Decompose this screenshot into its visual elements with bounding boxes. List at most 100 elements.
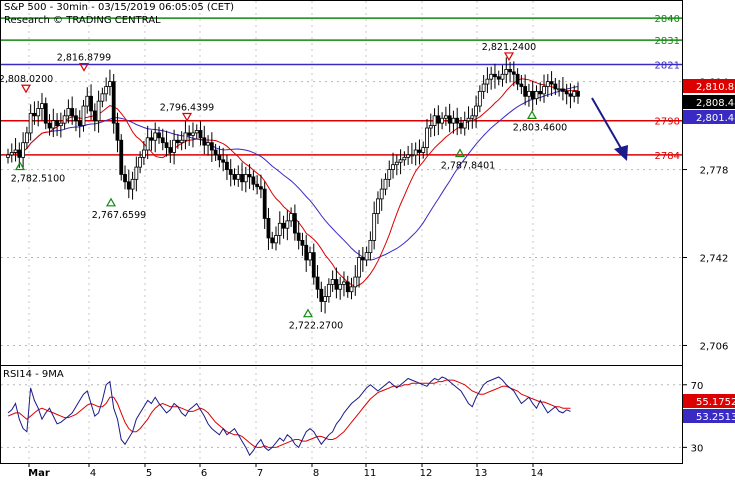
rsi-line	[7, 376, 571, 457]
candle-body	[77, 120, 82, 126]
candle-body	[28, 112, 33, 134]
candle-body	[81, 105, 86, 126]
candle	[24, 126, 29, 149]
candle	[296, 221, 301, 250]
candle	[292, 204, 297, 241]
candle	[40, 93, 44, 121]
forecast-arrow	[591, 97, 628, 161]
candle	[326, 278, 331, 303]
rsi-tag-box	[683, 409, 735, 423]
rsi-tag: 55.1752	[683, 394, 735, 408]
candle-body	[549, 81, 554, 85]
x-tick-label: 4	[90, 468, 96, 479]
x-tick-label: 12	[420, 468, 433, 479]
candle-body	[292, 213, 297, 234]
rsi-y-tick-label: 30	[691, 443, 704, 454]
candle-body	[564, 90, 569, 95]
candle	[274, 226, 278, 251]
candle	[217, 145, 222, 168]
candle-body	[202, 137, 207, 146]
y-tick-label: 2,778	[700, 166, 729, 177]
candle	[504, 57, 509, 84]
candle-body	[391, 164, 395, 170]
candle	[353, 265, 358, 296]
price-tag-label: 2,801.48	[696, 113, 735, 124]
candle	[493, 63, 497, 89]
candle-body	[74, 115, 78, 122]
candle	[485, 67, 490, 94]
candle	[410, 142, 414, 164]
candle-body	[24, 132, 29, 144]
candle	[232, 168, 237, 186]
candle-body	[104, 86, 109, 95]
candle	[500, 65, 505, 87]
candle	[379, 178, 384, 211]
candle	[383, 173, 388, 196]
candle-body	[206, 142, 210, 146]
candle	[172, 129, 176, 165]
candle	[481, 75, 486, 99]
candle	[425, 118, 429, 156]
candle-body	[43, 103, 48, 124]
candle-body	[236, 174, 241, 180]
candle-body	[92, 110, 97, 122]
candle	[6, 148, 10, 164]
candle	[85, 87, 90, 114]
annotation: 2,816.8799	[57, 53, 111, 72]
candle-body	[515, 73, 520, 85]
rsi-ma-line	[7, 379, 571, 448]
candle-body	[191, 132, 195, 136]
candle-body	[40, 103, 44, 109]
candle	[311, 243, 316, 285]
candle	[364, 246, 369, 267]
candle-body	[372, 213, 377, 241]
candle-body	[175, 139, 180, 144]
candle	[421, 141, 426, 159]
candle	[402, 151, 407, 166]
annotation: 2,787.8401	[441, 148, 495, 172]
candle	[549, 71, 554, 97]
candles	[6, 57, 580, 314]
price-tag-label: 2,810.85	[696, 82, 735, 93]
x-tick-label: Mar	[28, 468, 50, 479]
candle	[289, 207, 294, 227]
candle	[194, 124, 199, 140]
annotation-label: 2,821.2400	[482, 42, 536, 53]
candle-body	[100, 93, 105, 102]
x-tick-label: 7	[257, 468, 263, 479]
candle	[89, 84, 93, 120]
candle	[36, 100, 41, 127]
candle-body	[198, 130, 203, 139]
candle-body	[209, 142, 214, 151]
level-label: 2821	[655, 61, 680, 72]
candle-body	[485, 78, 490, 85]
low-marker-icon	[14, 161, 26, 171]
candle	[315, 265, 320, 299]
candle	[334, 267, 339, 299]
candle	[141, 140, 146, 165]
candle-body	[138, 156, 143, 168]
candle	[519, 75, 524, 95]
candle	[466, 106, 471, 130]
candle-body	[126, 181, 131, 190]
candle-body	[149, 137, 154, 141]
candle-body	[410, 154, 414, 157]
candle	[300, 232, 305, 256]
candle-body	[406, 154, 411, 158]
candle	[228, 159, 233, 187]
candle	[145, 125, 150, 160]
candle	[43, 97, 48, 130]
candle-body	[368, 240, 373, 254]
annotation: 2,821.2400	[482, 42, 536, 62]
candle	[32, 101, 37, 125]
candle	[187, 125, 192, 146]
candle-body	[489, 73, 494, 80]
chart-title: S&P 500 - 30min - 03/15/2019 06:05:05 (C…	[4, 2, 234, 13]
candle	[372, 201, 377, 250]
candle-body	[153, 132, 158, 141]
candle-body	[334, 279, 339, 290]
candle	[164, 130, 169, 157]
annotation-label: 2,796.4399	[160, 103, 214, 114]
low-marker-icon	[454, 148, 466, 158]
level-label: 2831	[655, 36, 680, 47]
